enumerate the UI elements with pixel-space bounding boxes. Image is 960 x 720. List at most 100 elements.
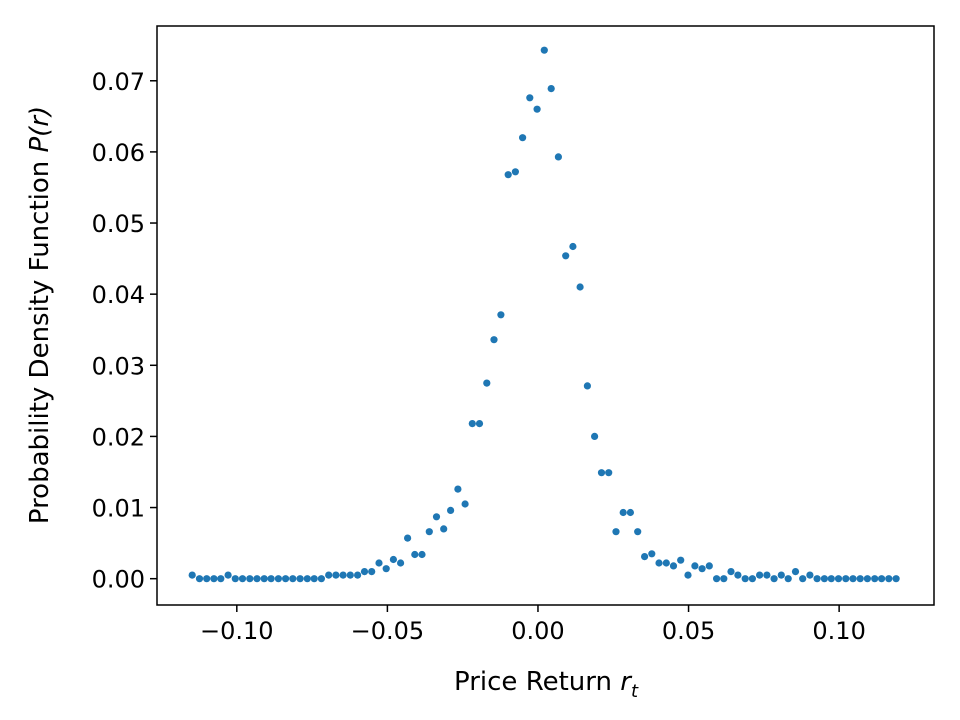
data-point	[274, 575, 282, 583]
data-point	[231, 575, 239, 583]
data-point	[591, 432, 599, 440]
data-point	[468, 420, 476, 428]
x-tick-label: 0.00	[511, 617, 564, 645]
data-point	[641, 553, 649, 561]
data-point	[354, 571, 362, 579]
data-point	[871, 575, 879, 583]
data-point	[296, 575, 304, 583]
data-point	[662, 559, 670, 567]
data-point	[799, 575, 807, 583]
data-point	[698, 565, 706, 573]
data-point	[253, 575, 261, 583]
data-point	[648, 550, 656, 558]
data-point	[440, 525, 448, 533]
data-point	[246, 575, 254, 583]
data-point	[626, 508, 635, 517]
y-tick-label: 0.06	[92, 139, 145, 167]
data-point	[827, 575, 835, 583]
x-axis-label: Price Return rt	[454, 667, 639, 702]
x-axis-ticks: −0.10 −0.05 0.00 0.05 0.10	[200, 605, 866, 645]
data-point	[447, 506, 455, 514]
data-point	[669, 562, 678, 570]
y-tick-label: 0.04	[92, 281, 145, 309]
data-point	[741, 575, 749, 583]
x-axis-label-sub: t	[631, 681, 639, 702]
data-point	[368, 568, 376, 576]
data-point	[195, 575, 204, 583]
data-point	[655, 559, 663, 567]
y-tick-label: 0.05	[92, 210, 145, 238]
data-point	[842, 575, 850, 583]
y-tick-label: 0.03	[92, 352, 145, 380]
data-point	[317, 575, 325, 583]
data-point	[382, 565, 390, 573]
data-point	[562, 252, 570, 260]
data-point	[375, 559, 383, 567]
data-point	[878, 575, 886, 583]
data-point	[583, 382, 592, 390]
data-point	[303, 575, 311, 583]
data-point	[310, 575, 318, 583]
data-point	[346, 571, 354, 579]
data-point	[554, 153, 563, 161]
data-point	[634, 528, 642, 536]
data-point	[734, 571, 742, 579]
data-point	[404, 534, 412, 542]
data-point	[705, 562, 713, 570]
data-point	[605, 469, 613, 477]
data-point	[885, 575, 893, 583]
data-point	[519, 134, 527, 142]
data-point	[540, 46, 548, 54]
data-point	[511, 168, 519, 176]
data-points	[188, 46, 900, 583]
data-point	[461, 500, 469, 508]
data-point	[397, 559, 405, 567]
x-tick-label: −0.10	[200, 617, 274, 645]
data-point	[597, 469, 606, 477]
data-point	[425, 528, 433, 536]
data-point	[756, 571, 764, 579]
data-point	[238, 575, 247, 583]
x-axis-label-var: r	[620, 667, 633, 697]
data-point	[504, 171, 512, 179]
data-point	[432, 513, 441, 521]
data-point	[619, 508, 627, 517]
data-point	[260, 575, 268, 583]
data-point	[784, 575, 792, 583]
data-point	[763, 571, 771, 579]
data-point	[727, 568, 735, 576]
data-point	[820, 575, 829, 583]
data-point	[224, 571, 232, 579]
data-point	[533, 105, 541, 113]
data-point	[490, 336, 498, 344]
y-axis-label-text: Probability Density Function	[25, 161, 55, 524]
x-tick-label: 0.05	[662, 617, 715, 645]
data-point	[418, 550, 426, 559]
plot-frame	[156, 25, 935, 606]
data-point	[210, 575, 218, 583]
data-point	[770, 575, 778, 583]
data-point	[547, 85, 555, 93]
data-point	[791, 568, 800, 576]
data-point	[569, 242, 577, 251]
data-point	[684, 571, 692, 579]
data-point	[806, 571, 814, 579]
data-point	[748, 575, 757, 583]
data-point	[677, 556, 685, 564]
data-point	[325, 571, 333, 579]
data-point	[526, 94, 534, 102]
data-point	[389, 555, 397, 564]
data-point	[217, 575, 225, 583]
data-point	[267, 575, 275, 583]
y-tick-label: 0.00	[92, 566, 145, 594]
y-axis-label-var: P(r)	[25, 106, 55, 153]
data-point	[777, 571, 785, 579]
data-point	[856, 575, 864, 583]
data-point	[612, 528, 620, 536]
data-point	[411, 550, 419, 559]
data-point	[813, 575, 821, 583]
y-tick-label: 0.07	[92, 68, 145, 96]
data-point	[360, 568, 369, 576]
